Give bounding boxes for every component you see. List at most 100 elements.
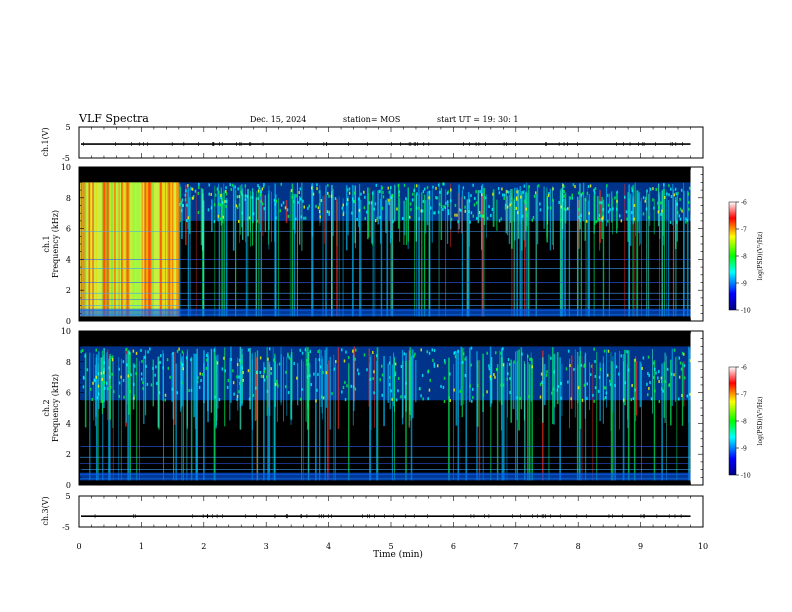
frequency-tick-label: 10 [61, 327, 71, 336]
ch3-ytick-bottom: -5 [62, 523, 70, 532]
spectral-speckle [506, 205, 509, 209]
spectral-speckle [197, 376, 199, 380]
spectral-speckle [334, 197, 337, 201]
spectral-speckle [631, 186, 633, 190]
spectral-speckle [319, 215, 321, 219]
spectral-streak [632, 196, 634, 317]
x-tick-label: 10 [698, 542, 708, 551]
spectral-streak [195, 353, 197, 481]
spectral-streak [235, 189, 237, 317]
spectral-speckle [433, 211, 435, 215]
spectral-speckle [274, 383, 277, 387]
spectral-streak [526, 193, 528, 227]
spectral-speckle [592, 393, 594, 397]
spectral-streak [397, 183, 400, 229]
spectral-speckle [421, 209, 424, 213]
spectral-streak [118, 357, 120, 481]
spectral-streak [214, 185, 216, 317]
spectral-speckle [164, 393, 167, 397]
spectral-speckle [280, 182, 283, 186]
spectral-speckle [184, 198, 187, 202]
spectral-speckle [588, 211, 590, 215]
spectral-speckle [346, 188, 349, 192]
spectral-speckle [299, 348, 302, 352]
spectral-speckle [470, 194, 472, 198]
spectral-speckle [670, 372, 673, 376]
spectral-streak [549, 188, 552, 251]
spectral-streak [461, 196, 463, 234]
spectral-speckle [169, 375, 171, 379]
spectral-speckle [525, 207, 527, 211]
spectral-streak [627, 364, 628, 420]
spectral-speckle [649, 187, 652, 191]
spectral-speckle [675, 192, 677, 196]
spectral-streak [683, 182, 684, 317]
spectral-speckle [442, 182, 444, 186]
spectral-speckle [257, 189, 260, 193]
spectral-speckle [569, 364, 571, 368]
spectral-speckle [571, 196, 574, 200]
spectral-speckle [563, 207, 566, 211]
spectral-streak [614, 352, 616, 481]
spectral-speckle [642, 356, 645, 360]
spectral-speckle [674, 187, 677, 191]
spectral-streak [255, 197, 257, 317]
spectral-speckle [371, 191, 374, 195]
spectral-speckle [461, 360, 464, 364]
spectral-streak [266, 347, 268, 416]
spectral-streak [196, 353, 198, 481]
spectral-streak [274, 356, 276, 481]
spectral-speckle [275, 199, 278, 203]
spectral-speckle [261, 202, 264, 206]
spectral-speckle [524, 199, 526, 203]
spectral-speckle [475, 190, 477, 194]
colorbar-tick-label: -6 [741, 200, 747, 207]
spectral-streak [106, 352, 108, 401]
spectral-speckle [585, 219, 588, 223]
spectral-speckle [433, 364, 436, 368]
spectral-streak [578, 355, 581, 481]
spectral-speckle [673, 193, 676, 197]
spectral-streak [200, 188, 203, 246]
x-tick-label: 8 [576, 542, 581, 551]
spectral-streak [652, 348, 653, 414]
spectral-speckle [147, 350, 149, 354]
spectral-speckle [291, 195, 293, 199]
spectral-speckle [422, 190, 425, 194]
emission-streak [166, 182, 168, 317]
emission-streak [102, 182, 104, 317]
spectral-speckle [366, 210, 368, 214]
emission-streak [106, 182, 109, 317]
spectral-streak [411, 349, 414, 419]
spectral-speckle [450, 217, 453, 221]
spectral-streak [593, 188, 595, 317]
spectral-speckle [101, 377, 103, 381]
emission-streak [95, 182, 98, 317]
spectral-speckle [317, 206, 320, 210]
spectral-speckle [688, 207, 690, 211]
spectral-streak [95, 354, 98, 481]
spectral-speckle [509, 377, 511, 381]
spectral-speckle [668, 193, 670, 197]
spectral-speckle [241, 211, 243, 215]
ch2-spec-ylabel-channel: ch.2 [42, 399, 51, 416]
spectral-speckle [439, 190, 441, 194]
spectral-speckle [507, 190, 510, 194]
spectral-speckle [185, 356, 188, 360]
spectral-speckle [647, 355, 650, 359]
spectral-speckle [447, 212, 450, 216]
spectral-speckle [606, 373, 609, 377]
spectral-speckle [688, 200, 690, 204]
spectral-streak [376, 347, 379, 481]
spectral-speckle [394, 362, 397, 366]
spectral-streak [132, 363, 135, 410]
spectral-streak [481, 195, 483, 317]
spectral-speckle [297, 200, 299, 204]
spectral-speckle [352, 197, 354, 201]
spectral-streak [391, 364, 393, 481]
spectral-speckle [409, 215, 411, 219]
spectral-streak [162, 350, 164, 402]
low-frequency-band [80, 472, 691, 481]
spectral-speckle [133, 396, 135, 400]
x-tick-label: 7 [513, 542, 518, 551]
